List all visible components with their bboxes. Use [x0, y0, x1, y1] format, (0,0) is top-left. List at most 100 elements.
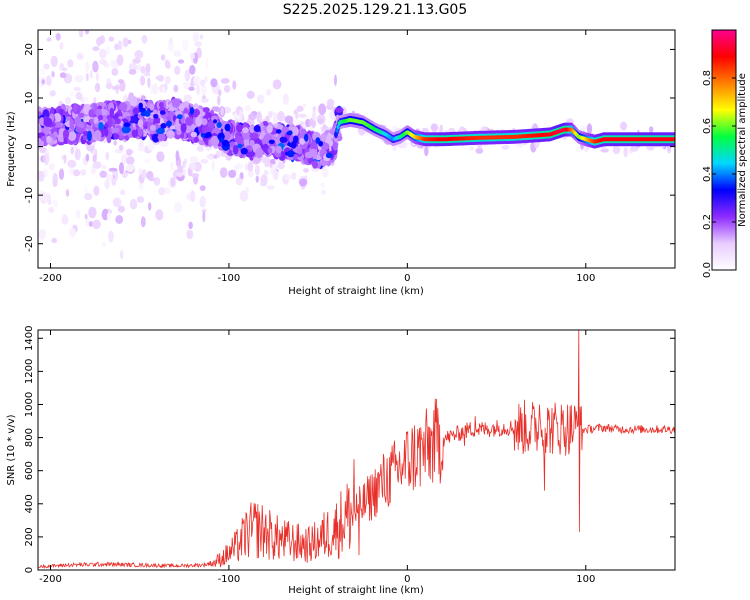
spectrogram-cell: [249, 139, 255, 147]
spectrogram-cell: [110, 127, 120, 133]
spectrogram-cell: [108, 36, 115, 42]
spectrogram-cell: [87, 130, 92, 142]
y-tick-label: 0: [24, 143, 35, 149]
spectrogram-cell: [315, 137, 321, 144]
spectrogram-cell: [166, 120, 172, 127]
spectrogram-cell: [140, 216, 146, 228]
spectrogram-cell: [167, 129, 173, 135]
spectrogram-cell: [224, 123, 231, 132]
spectrogram-cell: [48, 206, 55, 213]
spectrogram-cell: [600, 148, 609, 153]
spectrogram-cell: [106, 173, 113, 181]
x-tick-label: 0: [404, 273, 410, 284]
spectrogram-cell: [99, 48, 107, 59]
spectrogram-cell: [64, 97, 72, 105]
spectrogram-cell: [255, 175, 259, 183]
spectrogram-cell: [52, 179, 58, 188]
spectrogram-cell: [332, 141, 338, 151]
spectrogram-cell: [132, 58, 141, 64]
spectrogram-cell: [186, 229, 194, 240]
spectrogram-cell: [104, 15, 109, 22]
spectrogram-cell: [41, 79, 45, 85]
spectrogram-cell: [73, 169, 81, 177]
spectrogram-cell: [267, 147, 273, 154]
spectrogram-cell: [298, 113, 307, 119]
spectrogram-cell: [177, 164, 184, 175]
y-tick-label: 1000: [24, 392, 35, 417]
spectrogram-cell: [183, 107, 189, 116]
spectrogram-cell: [321, 189, 326, 195]
spectrogram-cell: [299, 178, 308, 187]
spectrogram-cell: [88, 206, 97, 219]
spectrogram-cell: [612, 145, 621, 155]
spectrogram-cell: [188, 162, 197, 171]
spectrogram-cell: [220, 106, 224, 116]
spectrogram-cell: [39, 147, 47, 154]
spectrogram-cell: [649, 126, 654, 133]
spectrogram-cell: [266, 185, 275, 190]
y-tick-label: 0: [24, 567, 35, 573]
snr-frame: [37, 329, 676, 571]
spectrogram-cell: [42, 156, 46, 163]
spectrogram-cell: [238, 109, 243, 121]
spectrogram-cell: [113, 17, 121, 28]
spectrogram-cell: [322, 168, 329, 178]
spectrogram-cell: [158, 187, 165, 196]
spectrogram-cell: [167, 111, 174, 117]
spectrogram-cell: [248, 113, 257, 121]
spectrogram-cell: [196, 145, 204, 152]
spectrogram-cell: [136, 196, 145, 203]
spectrogram-cell: [149, 103, 155, 111]
spectrogram-cell: [157, 133, 166, 142]
spectrogram-cell: [108, 230, 114, 243]
spectrogram-cell: [202, 107, 210, 113]
spectrogram-cell: [88, 109, 95, 118]
spectrogram-cell: [222, 139, 230, 147]
spectrogram-cell: [68, 227, 77, 238]
spectrogram-cell: [75, 210, 81, 219]
spectrogram-cell: [185, 125, 192, 133]
spectrogram-cell: [157, 127, 165, 134]
spectrogram-cell: [70, 146, 74, 155]
spectrogram-cell: [101, 164, 107, 170]
spectrogram-cell: [63, 154, 67, 164]
spectrogram-cell: [113, 132, 120, 140]
spectrogram-cell: [133, 0, 138, 7]
spectrogram-cell: [296, 105, 304, 112]
y-tick-label: 800: [24, 428, 35, 447]
spectrogram-cell: [69, 118, 74, 129]
spectrogram-cell: [148, 177, 156, 182]
spectrogram-cell: [74, 148, 81, 161]
spectrogram-cell: [201, 118, 208, 126]
spectrogram-cell: [244, 162, 249, 172]
spectrogram-cell: [137, 127, 143, 137]
spectrogram-cell: [73, 103, 78, 113]
spectrogram-cell: [144, 110, 151, 117]
spectrogram-cell: [45, 135, 52, 144]
spectrogram-cell: [126, 149, 134, 154]
spectrogram-cell: [159, 6, 163, 18]
spectrogram-cell: [247, 171, 254, 178]
spectrogram-cell: [49, 90, 56, 97]
spectrogram-cell: [228, 169, 237, 179]
spectrogram-cell: [59, 42, 64, 50]
spectrogram-cell: [161, 85, 166, 94]
spectrogram-cell: [140, 95, 146, 101]
spectrogram-cell: [93, 185, 100, 196]
x-tick-label: -200: [39, 273, 62, 284]
spectrogram-cell: [40, 68, 45, 75]
spectrogram-cell: [74, 116, 82, 126]
spectrogram-cell: [65, 189, 70, 197]
spectrogram-cell: [236, 123, 243, 133]
spectrogram-cell: [270, 158, 277, 165]
spectrogram-cell: [138, 102, 143, 110]
spectrogram-cell: [201, 98, 209, 103]
spectrogram-cell: [117, 40, 123, 51]
spectrogram-cell: [172, 11, 177, 16]
spectrogram-cell: [84, 213, 88, 220]
spectrogram-cell: [88, 14, 91, 20]
spectrogram-cell: [253, 125, 261, 133]
spectrogram-cell: [122, 37, 129, 48]
spectrogram-cell: [246, 90, 255, 99]
colorbar-ticks: 0.0 0.2 0.4 0.6 0.8: [702, 70, 736, 278]
